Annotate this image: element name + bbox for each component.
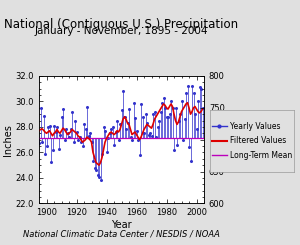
Text: January - November, 1895 - 2004: January - November, 1895 - 2004	[35, 26, 208, 36]
X-axis label: Year: Year	[111, 220, 132, 230]
Y-axis label: mm: mm	[227, 130, 238, 149]
Legend: Yearly Values, Filtered Values, Long-Term Mean: Yearly Values, Filtered Values, Long-Ter…	[209, 119, 295, 163]
Text: National (Contiguous U.S.) Precipitation: National (Contiguous U.S.) Precipitation	[4, 18, 238, 31]
Text: National Climatic Data Center / NESDIS / NOAA: National Climatic Data Center / NESDIS /…	[23, 230, 220, 239]
Y-axis label: Inches: Inches	[3, 124, 13, 156]
